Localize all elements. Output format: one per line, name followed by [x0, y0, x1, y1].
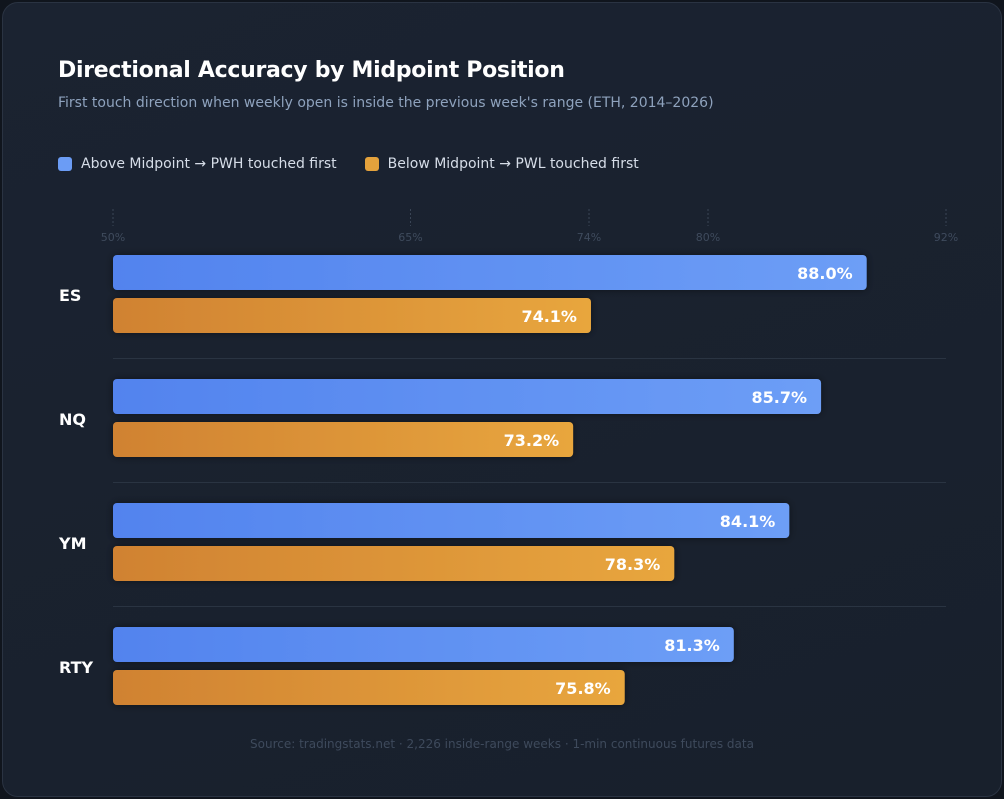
legend: Above Midpoint → PWH touched first Below… [58, 156, 639, 172]
legend-item-above: Above Midpoint → PWH touched first [58, 156, 337, 172]
bar-value-label: 88.0% [797, 264, 853, 283]
bar-above [113, 379, 822, 414]
tick-label: 80% [696, 231, 720, 244]
bar-value-label: 84.1% [720, 512, 776, 531]
bar-below [113, 422, 574, 457]
bar-value-label: 75.8% [555, 679, 611, 698]
category-label: YM [58, 534, 87, 553]
tick-label: 65% [398, 231, 422, 244]
category-label: RTY [59, 658, 94, 677]
bar-above [113, 503, 790, 538]
legend-swatch-above [58, 157, 72, 171]
legend-label-above: Above Midpoint → PWH touched first [81, 156, 337, 172]
bar-above [113, 255, 867, 290]
category-label: ES [59, 286, 81, 305]
bar-below [113, 298, 591, 333]
chart-title: Directional Accuracy by Midpoint Positio… [58, 58, 565, 83]
bar-below [113, 546, 675, 581]
bar-value-label: 78.3% [605, 555, 661, 574]
tick-label: 74% [577, 231, 601, 244]
bar-value-label: 85.7% [752, 388, 808, 407]
bar-below [113, 670, 625, 705]
legend-swatch-below [364, 157, 379, 171]
tick-label: 50% [101, 231, 125, 244]
chart-subtitle: First touch direction when weekly open i… [58, 95, 714, 111]
tick-label: 92% [934, 231, 958, 244]
bar-value-label: 73.2% [504, 431, 560, 450]
category-label: NQ [59, 410, 86, 429]
bar-value-label: 81.3% [664, 636, 720, 655]
legend-label-below: Below Midpoint → PWL touched first [387, 156, 639, 172]
footer-source: Source: tradingstats.net · 2,226 inside-… [250, 737, 754, 751]
bar-above [113, 627, 734, 662]
legend-item-below: Below Midpoint → PWL touched first [364, 156, 639, 172]
bar-value-label: 74.1% [521, 307, 577, 326]
